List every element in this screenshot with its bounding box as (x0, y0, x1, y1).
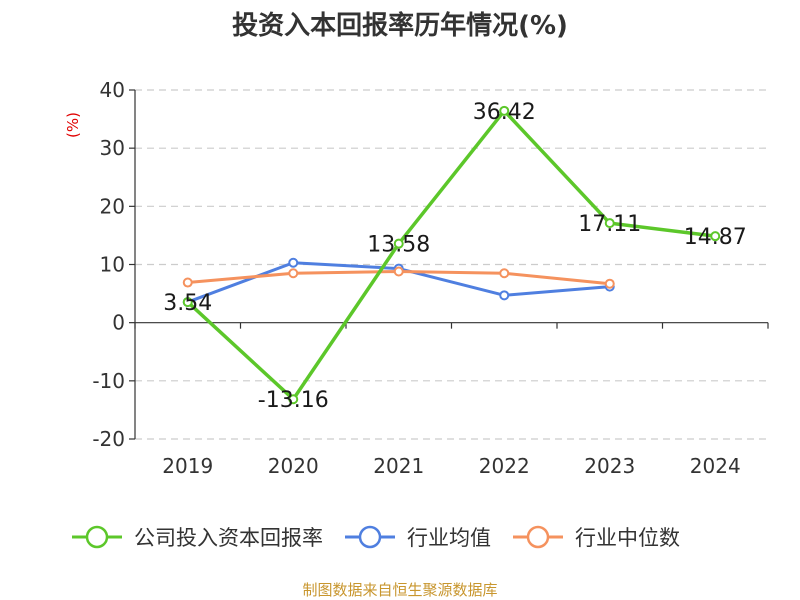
legend-marker (358, 525, 382, 549)
data-point (604, 278, 615, 289)
y-tick-label: -20 (92, 427, 125, 451)
data-labels: 3.54 -13.16 13.58 36.42 17.11 14.87 (163, 100, 746, 413)
data-label: 13.58 (367, 233, 430, 258)
data-point (182, 297, 193, 308)
data-point (499, 268, 510, 279)
legend: 公司投入资本回报率 行业均值 行业中位数 (72, 525, 680, 550)
chart-title: 投资入本回报率历年情况(%) (232, 10, 568, 41)
x-tick-label: 2019 (162, 454, 213, 478)
data-label: 17.11 (578, 212, 641, 237)
data-point (710, 231, 721, 242)
x-tick-label: 2023 (584, 454, 635, 478)
x-tick-label: 2024 (690, 454, 741, 478)
data-point (393, 266, 404, 277)
x-tick-label: 2021 (373, 454, 424, 478)
series-line (186, 109, 716, 401)
legend-marker (85, 525, 109, 549)
data-label: -13.16 (258, 388, 329, 413)
data-point (604, 218, 615, 229)
x-tick-label: 2020 (268, 454, 319, 478)
data-point (288, 268, 299, 279)
grid-lines (135, 89, 768, 440)
y-tick-label: 30 (100, 136, 125, 160)
data-label: 14.87 (684, 225, 747, 250)
x-tick-label: 2022 (479, 454, 530, 478)
data-point (288, 257, 299, 268)
data-point (393, 238, 404, 249)
legend-label: 行业中位数 (575, 526, 680, 550)
y-tick-label: 40 (100, 78, 125, 102)
data-label: 3.54 (163, 291, 212, 316)
data-point (499, 290, 510, 301)
y-tick-label: 20 (100, 194, 125, 218)
series-layer (182, 105, 721, 405)
y-axis-unit: (%) (64, 112, 82, 138)
y-tick-label: -10 (92, 369, 125, 393)
legend-label: 公司投入资本回报率 (134, 526, 323, 550)
source-note: 制图数据来自恒生聚源数据库 (302, 581, 497, 599)
axes: -20 -10 0 10 20 30 40 2019 2020 2021 2022 2023 2024 (92, 78, 769, 478)
legend-marker (526, 525, 550, 549)
y-tick-label: 10 (100, 253, 125, 277)
data-point (182, 277, 193, 288)
data-point (499, 105, 510, 116)
data-point (288, 394, 299, 405)
legend-label: 行业均值 (407, 526, 491, 550)
y-tick-label: 0 (112, 311, 125, 335)
data-label: 36.42 (473, 100, 536, 125)
